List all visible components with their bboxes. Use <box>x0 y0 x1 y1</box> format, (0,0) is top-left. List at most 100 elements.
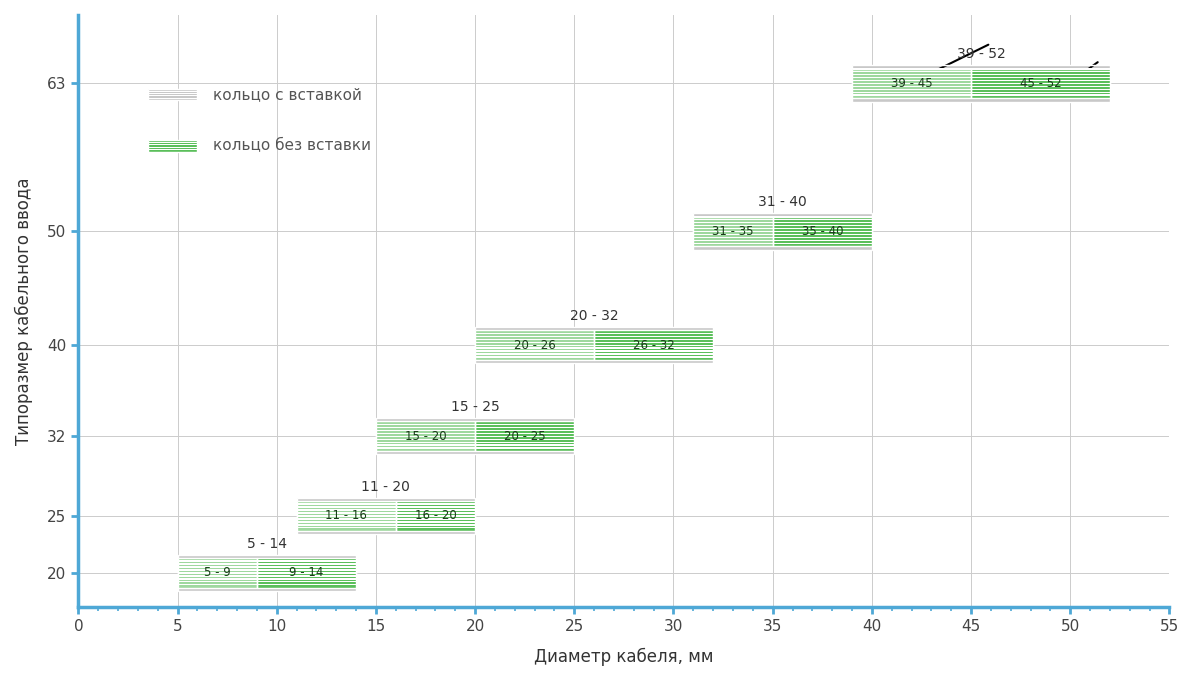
Bar <box>148 144 197 145</box>
Bar <box>971 69 1110 98</box>
Bar <box>296 501 395 530</box>
Bar <box>296 527 395 528</box>
Text: 31 - 40: 31 - 40 <box>758 195 807 209</box>
Text: 16 - 20: 16 - 20 <box>414 509 456 522</box>
Bar <box>773 225 872 226</box>
Bar <box>853 89 971 90</box>
Bar <box>178 586 356 588</box>
Bar <box>853 69 971 98</box>
Bar <box>257 584 356 586</box>
Bar <box>475 430 574 431</box>
Bar <box>853 82 971 84</box>
Bar <box>971 95 1110 96</box>
Bar <box>257 569 356 571</box>
Bar <box>694 225 773 226</box>
Bar <box>376 432 475 434</box>
Bar <box>257 567 356 568</box>
Bar <box>853 65 1110 101</box>
Bar <box>595 351 713 352</box>
Bar <box>376 422 475 451</box>
Bar <box>475 330 595 360</box>
Bar <box>475 351 713 353</box>
Bar <box>296 501 395 530</box>
Bar <box>595 330 713 360</box>
Bar <box>376 421 574 422</box>
Bar <box>773 242 872 244</box>
Bar <box>296 512 395 513</box>
Bar <box>296 518 395 520</box>
Bar <box>475 330 595 360</box>
Bar <box>853 86 1110 88</box>
Bar <box>694 219 773 220</box>
Bar <box>395 503 475 505</box>
Bar <box>376 432 574 434</box>
Bar <box>475 359 713 360</box>
Bar <box>395 501 475 530</box>
Bar <box>148 140 197 152</box>
Bar <box>148 95 197 96</box>
Bar <box>595 342 713 343</box>
Bar <box>257 575 356 577</box>
Bar <box>694 230 872 232</box>
Bar <box>971 89 1110 90</box>
Bar <box>853 86 971 87</box>
Bar <box>178 580 356 581</box>
Bar <box>694 213 872 249</box>
Bar <box>148 97 197 99</box>
Bar <box>694 245 872 247</box>
Bar <box>395 501 475 530</box>
Bar <box>475 345 595 346</box>
Bar <box>971 69 1110 98</box>
Bar <box>148 93 197 94</box>
Bar <box>376 450 574 452</box>
Bar <box>853 75 1110 77</box>
Bar <box>595 347 713 349</box>
Text: 15 - 25: 15 - 25 <box>451 400 499 414</box>
Bar <box>694 227 872 229</box>
Bar <box>257 572 356 573</box>
Bar <box>257 581 356 582</box>
Bar <box>971 80 1110 81</box>
Bar <box>971 71 1110 72</box>
Bar <box>296 504 475 506</box>
Bar <box>694 217 773 246</box>
Bar <box>178 567 257 568</box>
Bar <box>853 74 971 75</box>
Bar <box>475 422 574 451</box>
Bar <box>178 578 257 580</box>
Bar <box>257 560 356 562</box>
Text: 45 - 52: 45 - 52 <box>1020 77 1061 90</box>
Bar <box>395 518 475 520</box>
Bar <box>694 242 872 243</box>
Bar <box>475 355 713 357</box>
Bar <box>595 338 713 340</box>
Bar <box>475 330 713 332</box>
Bar <box>475 351 595 352</box>
Bar <box>178 583 356 585</box>
Bar <box>853 72 1110 73</box>
Text: 20 - 32: 20 - 32 <box>570 309 618 323</box>
Y-axis label: Типоразмер кабельного ввода: Типоразмер кабельного ввода <box>16 177 33 445</box>
Bar <box>376 439 475 440</box>
Bar <box>853 68 1110 69</box>
Bar <box>376 436 475 437</box>
Bar <box>148 146 197 148</box>
Bar <box>694 242 773 244</box>
Bar <box>853 71 971 72</box>
Text: 11 - 16: 11 - 16 <box>325 509 367 522</box>
Bar <box>773 217 872 246</box>
Text: 39 - 45: 39 - 45 <box>891 77 933 90</box>
Bar <box>475 347 595 349</box>
Bar <box>475 342 595 343</box>
Bar <box>296 530 475 531</box>
Bar <box>694 234 872 236</box>
Bar <box>773 234 872 235</box>
Bar <box>148 142 197 143</box>
Bar <box>475 334 713 335</box>
Bar <box>376 439 574 441</box>
Bar <box>475 336 595 337</box>
Bar <box>853 95 971 96</box>
Bar <box>853 97 1110 99</box>
Bar <box>257 558 356 588</box>
Bar <box>178 561 356 563</box>
